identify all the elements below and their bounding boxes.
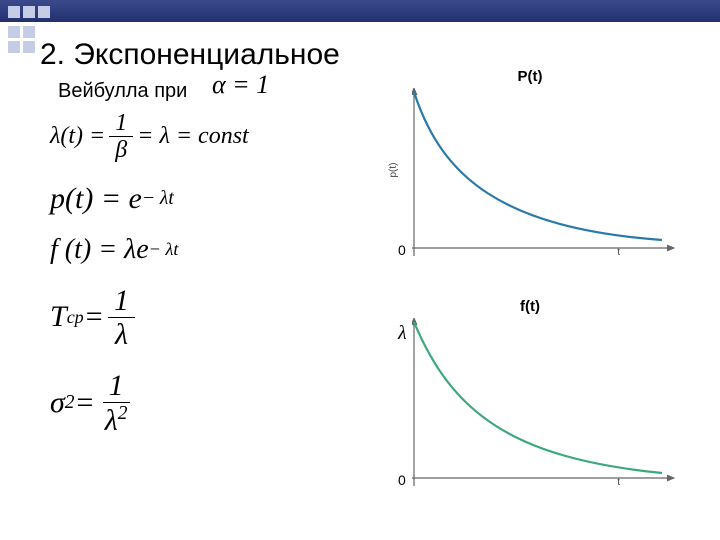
alpha-equation: α = 1 xyxy=(212,70,269,100)
formula-sigma2: σ2 = 1 λ2 xyxy=(50,369,370,437)
f4-left: T xyxy=(50,300,67,334)
chart1-svg xyxy=(412,88,682,263)
subtitle: Вейбулла при xyxy=(58,80,187,103)
f1-num: 1 xyxy=(109,110,133,137)
chart2-curve xyxy=(414,322,662,473)
f3-base: f (t) = λe xyxy=(50,234,149,266)
formula-tcp: Tcp = 1 λ xyxy=(50,284,370,351)
f5-den: λ xyxy=(105,404,118,437)
formula-block: λ(t) = 1 β = λ = const p(t) = e− λt f (t… xyxy=(50,110,370,455)
f5-num: 1 xyxy=(103,369,130,403)
f4-sub: cp xyxy=(67,307,84,328)
chart2-title: f(t) xyxy=(520,298,540,315)
f1-den: β xyxy=(109,137,133,163)
f5-eq: = xyxy=(75,386,95,420)
chart-p-t: P(t) p(t) 0 t xyxy=(380,70,680,270)
header-bar xyxy=(0,0,720,22)
chart2-svg xyxy=(412,318,682,493)
chart1-curve xyxy=(414,92,662,240)
charts-container: P(t) p(t) 0 t f(t) λ 0 t xyxy=(380,70,700,530)
f2-exp: − λt xyxy=(142,188,174,210)
chart-f-t: f(t) λ 0 t xyxy=(380,300,680,500)
formula-f-t: f (t) = λe− λt xyxy=(50,234,370,266)
decor-top-squares xyxy=(8,6,50,18)
f4-eq: = xyxy=(84,300,104,334)
chart2-origin: 0 xyxy=(398,472,406,488)
decor-side-squares xyxy=(8,26,35,53)
f1-right: = λ = const xyxy=(137,123,248,150)
f4-num: 1 xyxy=(108,284,135,318)
chart1-title: P(t) xyxy=(518,68,543,85)
formula-p-t: p(t) = e− λt xyxy=(50,182,370,216)
f1-left: λ(t) = xyxy=(50,123,105,150)
chart2-lambda: λ xyxy=(398,322,407,345)
page-title: 2. Экспоненциальное xyxy=(40,38,340,72)
chart1-origin: 0 xyxy=(398,242,406,258)
f5-den-sup: 2 xyxy=(118,403,128,424)
f5-sup: 2 xyxy=(65,392,75,414)
f3-exp: − λt xyxy=(149,239,179,260)
formula-lambda-t: λ(t) = 1 β = λ = const xyxy=(50,110,370,164)
f2-base: p(t) = e xyxy=(50,182,142,216)
f5-left: σ xyxy=(50,386,65,420)
chart1-ylabel: p(t) xyxy=(388,163,399,178)
f4-den: λ xyxy=(109,318,134,351)
